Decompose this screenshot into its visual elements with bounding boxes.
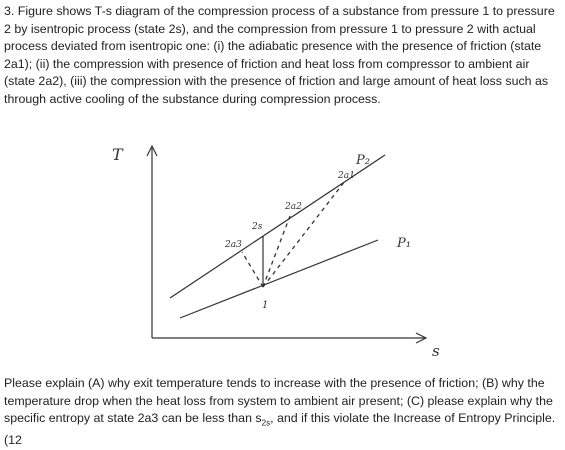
paragraph-text: Please explain (A) why exit temperature …	[4, 376, 553, 426]
ts-diagram: T s P₂ P₁ 1 2s 2a1 2a2 2a3	[112, 144, 440, 360]
process-2a3	[241, 251, 264, 288]
state-1-label: 1	[262, 300, 268, 311]
t-axis-arrow	[146, 144, 158, 157]
s-axis-label: s	[432, 342, 440, 360]
isobar-p2	[169, 154, 386, 299]
s-axis-arrow	[415, 332, 428, 344]
entropy-subscript: 2s	[261, 418, 271, 428]
state-2a1-label: 2a1	[337, 171, 355, 181]
t-axis-label: T	[112, 145, 124, 164]
state-2a2-label: 2a2	[284, 202, 302, 212]
page: {"question": { "paragraph1": "3. Figure …	[4, 4, 556, 448]
entropy-symbol: s	[255, 411, 262, 426]
p1-label: P₁	[396, 236, 411, 251]
state-2s-label: 2s	[251, 222, 263, 232]
isobar-p1	[179, 239, 379, 319]
p2-label: P₂	[355, 153, 370, 168]
question-paragraph: Please explain (A) why exit temperature …	[4, 375, 560, 450]
state-2a3-label: 2a3	[224, 240, 242, 250]
process-2a1	[262, 180, 346, 288]
question-paragraph: 3. Figure shows T-s diagram of the compr…	[4, 4, 555, 106]
